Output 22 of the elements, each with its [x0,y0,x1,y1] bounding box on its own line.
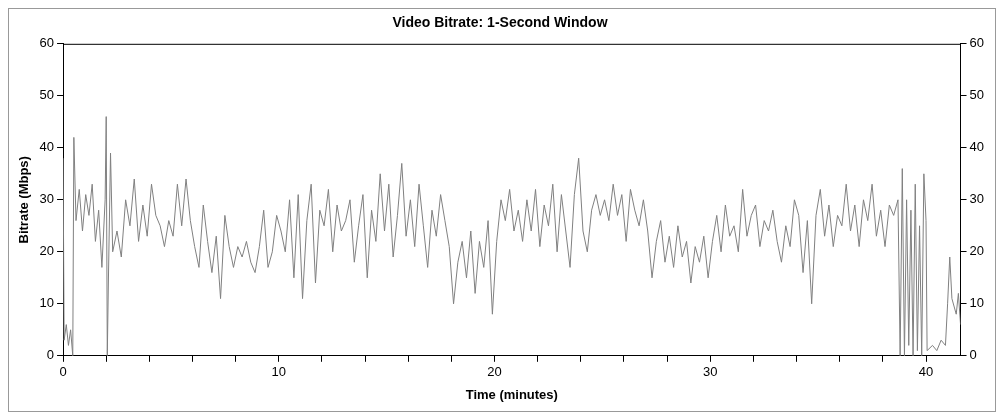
x-tick-label: 20 [487,364,502,380]
y-tick-label: 50 [39,87,55,103]
y-tick-label: 30 [39,191,55,207]
x-tick-label: 10 [271,364,287,380]
x-axis-title: Time (minutes) [465,386,558,402]
y-tick-label: 20 [39,243,55,259]
y2-tick-label: 30 [969,191,985,207]
y-tick-label: 10 [39,295,55,311]
y-tick-label: 60 [39,35,55,51]
y-axis-title: Bitrate (Mbps) [16,156,32,244]
y2-tick-label: 60 [969,35,985,51]
y-tick-label: 0 [46,347,55,363]
y2-tick-label: 50 [969,87,985,103]
x-tick-label: 30 [703,364,718,380]
chart-title: Video Bitrate: 1-Second Window [392,14,608,31]
y2-tick-label: 40 [969,139,985,155]
x-tick-label: 40 [918,364,934,380]
y2-tick-label: 10 [969,295,985,311]
x-tick-label: 0 [59,364,67,380]
y-tick-label: 40 [39,139,55,155]
y2-tick-label: 0 [969,347,977,363]
y2-tick-label: 20 [969,243,985,259]
